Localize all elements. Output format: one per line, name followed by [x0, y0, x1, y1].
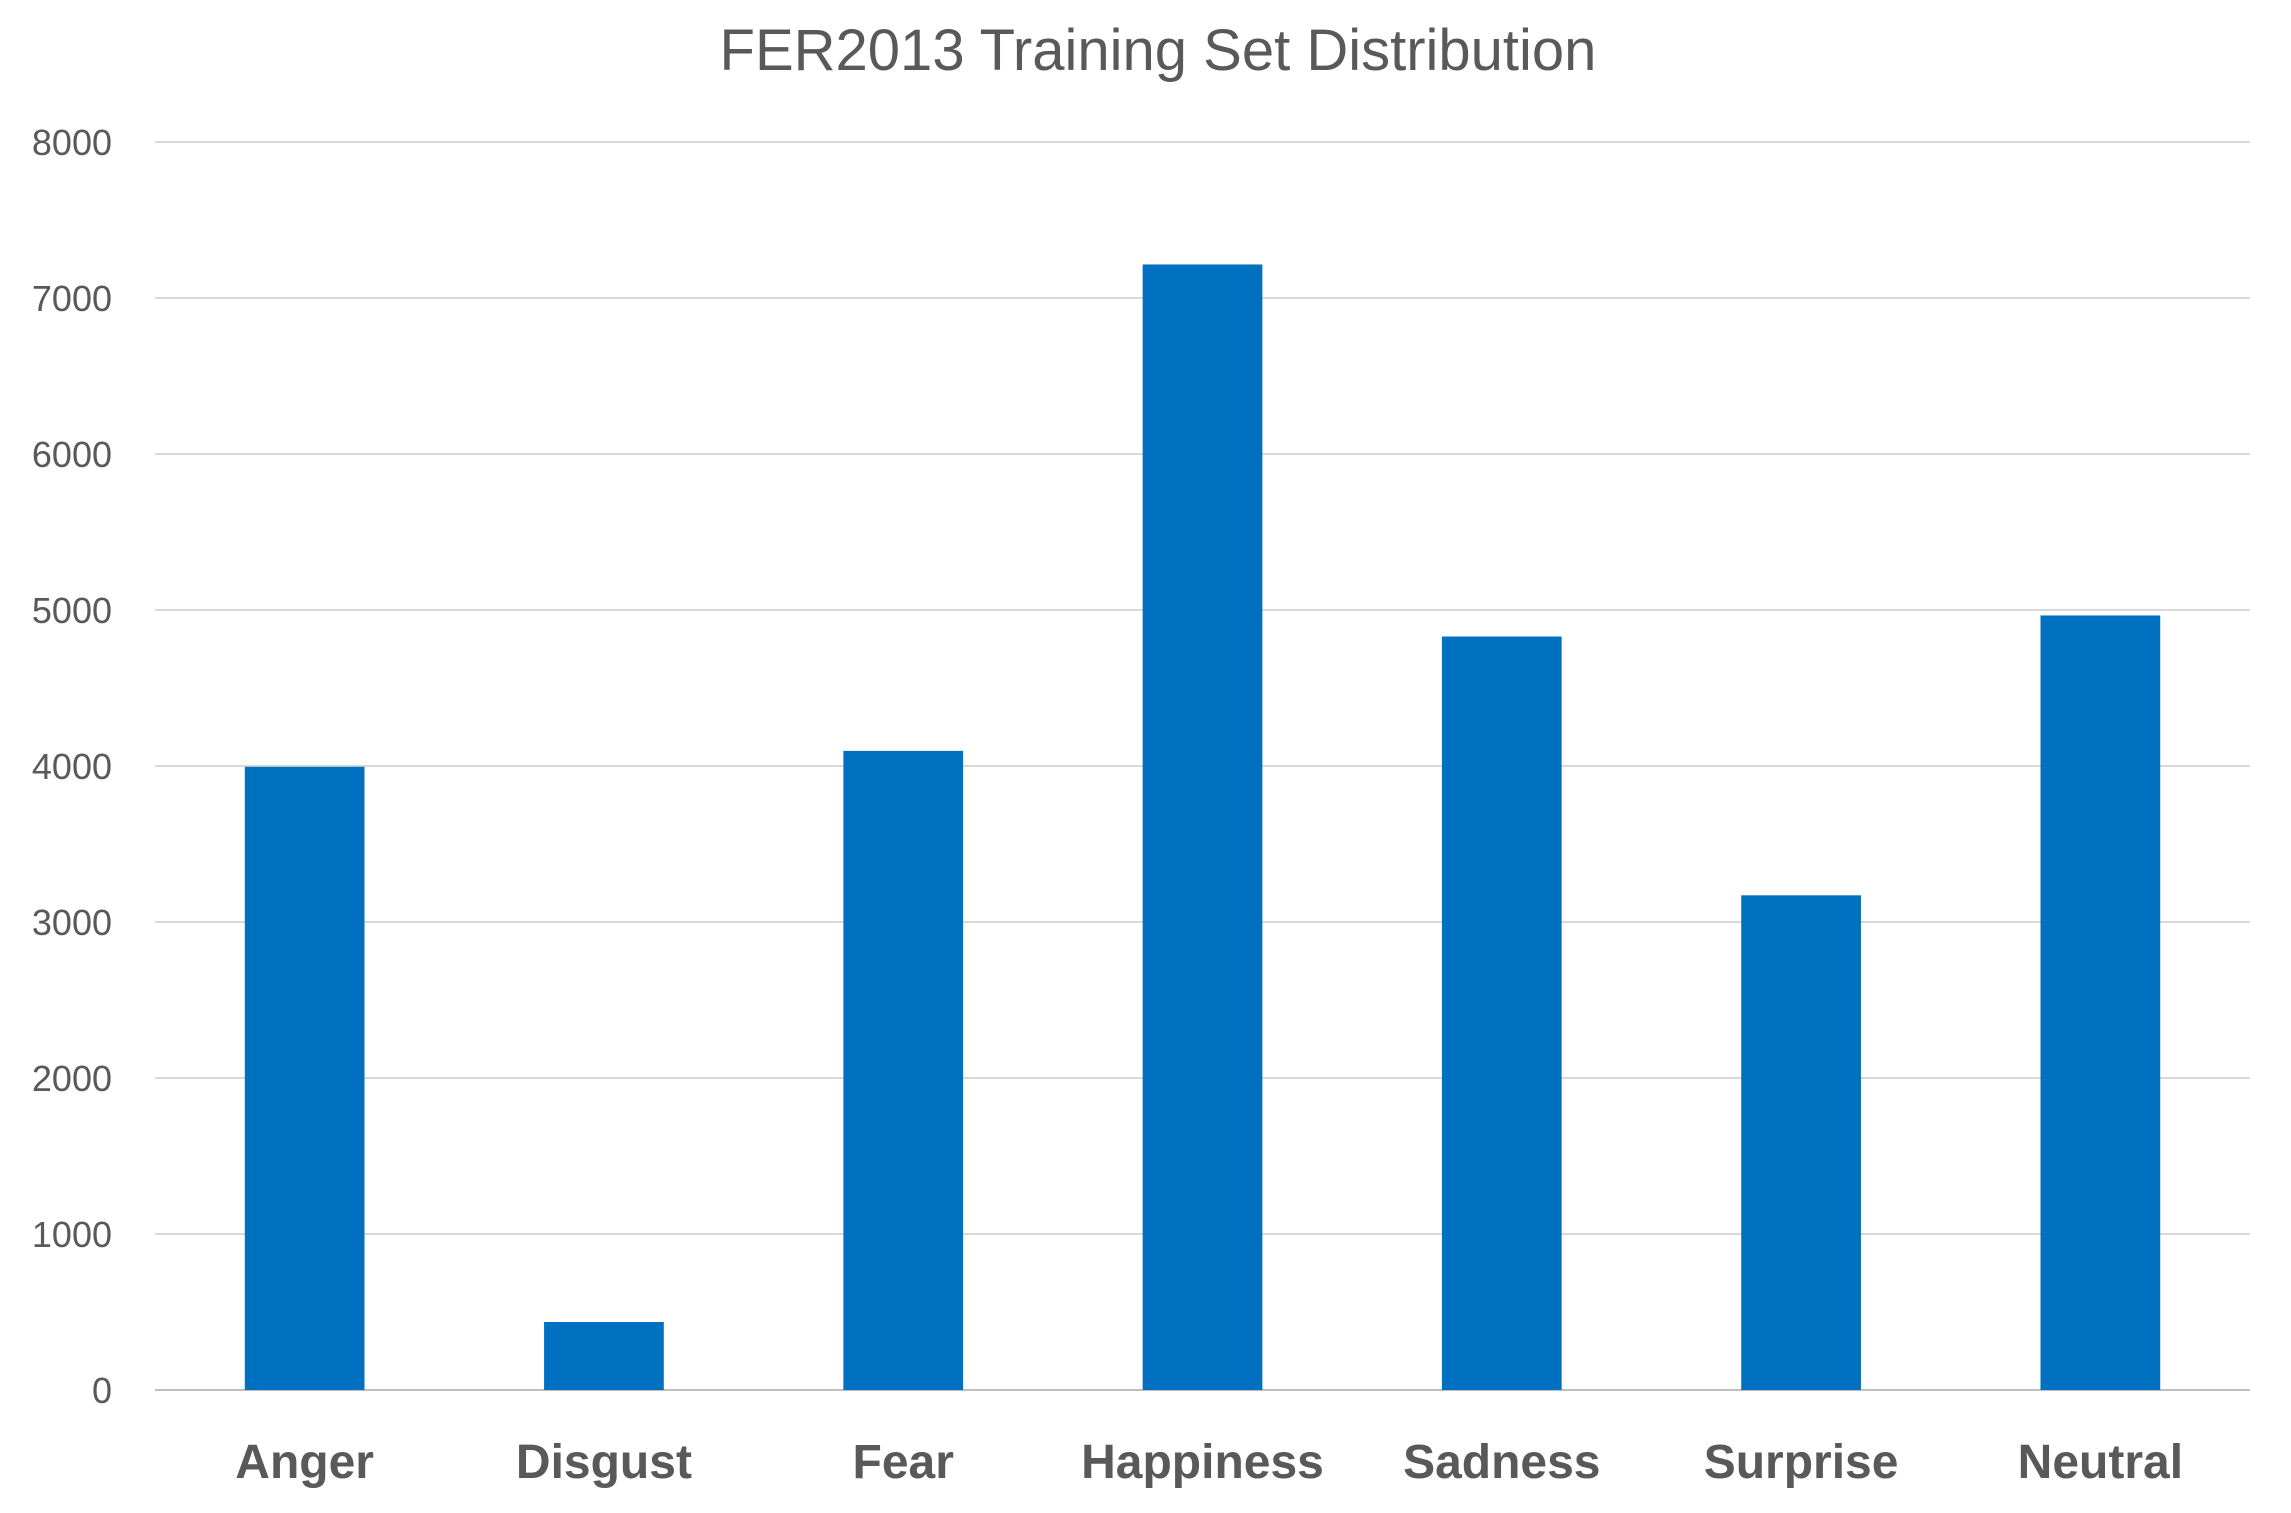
chart-title: FER2013 Training Set Distribution	[720, 18, 1597, 83]
y-axis-tick-labels: 0 1000 2000 3000 4000 5000 6000 7000 8000	[32, 122, 112, 1411]
x-tick-label-happiness: Happiness	[1081, 1436, 1324, 1489]
y-tick-label: 1000	[32, 1214, 112, 1255]
x-tick-label-disgust: Disgust	[516, 1436, 692, 1489]
bar-anger	[244, 766, 365, 1390]
x-axis-category-labels: Anger Disgust Fear Happiness Sadness Surprise…	[235, 1436, 2183, 1489]
y-tick-label: 2000	[32, 1058, 112, 1099]
y-tick-label: 0	[92, 1370, 112, 1411]
bar-surprise	[1741, 895, 1861, 1390]
x-tick-label-fear: Fear	[853, 1436, 954, 1489]
y-tick-label: 7000	[32, 278, 112, 319]
y-tick-label: 4000	[32, 746, 112, 787]
bar-happiness	[1142, 264, 1263, 1391]
x-tick-label-anger: Anger	[235, 1436, 374, 1489]
y-tick-label: 6000	[32, 434, 112, 475]
bar-sadness	[1441, 636, 1562, 1390]
bar-disgust	[544, 1321, 664, 1390]
x-tick-label-sadness: Sadness	[1403, 1436, 1600, 1489]
y-tick-label: 5000	[32, 590, 112, 631]
y-tick-label: 8000	[32, 122, 112, 163]
y-tick-label: 3000	[32, 902, 112, 943]
bars	[244, 264, 2161, 1391]
bar-neutral	[2040, 615, 2161, 1390]
x-tick-label-surprise: Surprise	[1704, 1436, 1899, 1489]
bar-fear	[843, 750, 964, 1390]
x-tick-label-neutral: Neutral	[2018, 1436, 2183, 1489]
